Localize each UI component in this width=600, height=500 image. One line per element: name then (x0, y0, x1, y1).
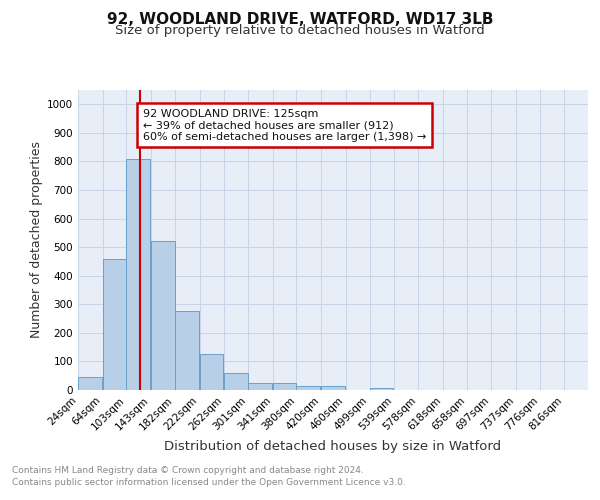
Bar (370, 388, 394, 390)
Text: Size of property relative to detached houses in Watford: Size of property relative to detached ho… (115, 24, 485, 37)
X-axis label: Distribution of detached houses by size in Watford: Distribution of detached houses by size … (164, 440, 502, 453)
Bar (127, 158, 151, 390)
Bar (103, 258, 127, 390)
Y-axis label: Number of detached properties: Number of detached properties (30, 142, 43, 338)
Bar (200, 354, 223, 390)
Text: 92 WOODLAND DRIVE: 125sqm
← 39% of detached houses are smaller (912)
60% of semi: 92 WOODLAND DRIVE: 125sqm ← 39% of detac… (143, 108, 427, 142)
Text: Contains HM Land Registry data © Crown copyright and database right 2024.: Contains HM Land Registry data © Crown c… (12, 466, 364, 475)
Bar (296, 386, 320, 390)
Text: 92, WOODLAND DRIVE, WATFORD, WD17 3LB: 92, WOODLAND DRIVE, WATFORD, WD17 3LB (107, 12, 493, 28)
Bar (151, 242, 175, 390)
Text: Contains public sector information licensed under the Open Government Licence v3: Contains public sector information licen… (12, 478, 406, 487)
Bar (224, 373, 248, 390)
Bar (78, 376, 102, 390)
Bar (321, 386, 345, 390)
Bar (272, 384, 296, 390)
Bar (175, 312, 199, 390)
Bar (248, 383, 272, 390)
